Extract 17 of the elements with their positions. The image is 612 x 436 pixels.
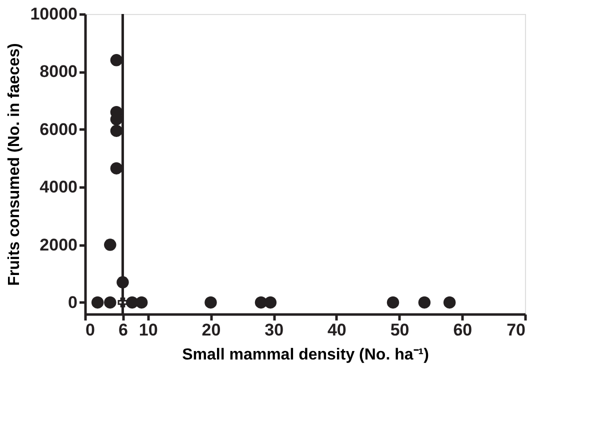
x-tick-label: 0 — [86, 320, 95, 340]
y-tick-label: 6000 — [40, 120, 78, 139]
y-axis-title: Fruits consumed (No. in faeces) — [6, 43, 24, 286]
x-axis-title: Small mammal density (No. ha⁻¹) — [182, 346, 429, 364]
x-tick-label: 20 — [202, 320, 221, 340]
x-tick-label: 60 — [453, 320, 472, 340]
x-tick-label: 50 — [390, 320, 410, 340]
x-tick-label: 10 — [138, 320, 158, 340]
x-tick-label: 40 — [327, 320, 346, 340]
y-tick-label: 4000 — [40, 178, 78, 197]
y-tick-label: 10000 — [30, 4, 78, 24]
y-tick-label: 2000 — [40, 235, 78, 254]
x-tick-label: 6 — [118, 320, 128, 340]
y-tick-label: 0 — [68, 292, 78, 312]
y-tick-label: 8000 — [40, 62, 78, 82]
x-tick-label: 70 — [506, 320, 526, 340]
x-tick-label: 30 — [264, 320, 284, 340]
